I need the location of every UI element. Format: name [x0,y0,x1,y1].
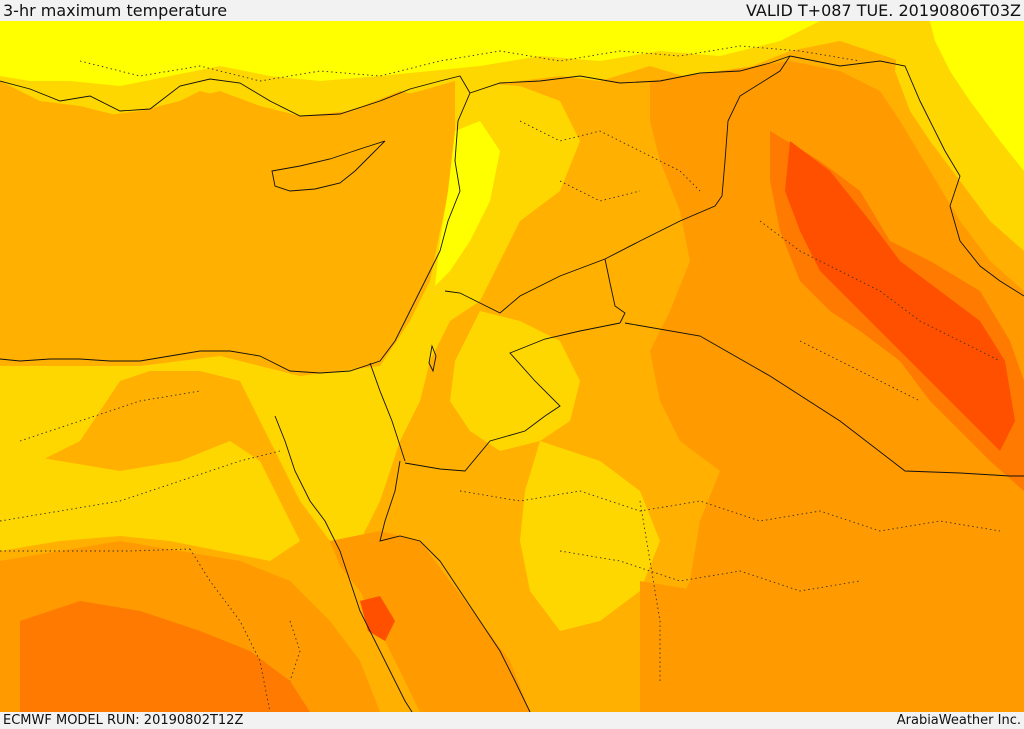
border-turkey-syria [469,55,791,94]
border-egypt-israel [369,362,406,462]
mediterranean-sea [0,81,470,376]
admin-boundary-saudi [459,490,1001,681]
border-iraq-saudi [624,322,1024,477]
top-bar: 3-hr maximum temperature VALID T+087 TUE… [0,0,1024,21]
model-run: ECMWF MODEL RUN: 20190802T12Z [3,713,244,728]
border-syria-iraq [604,55,791,260]
orange-zone-iraq [640,61,1024,712]
admin-boundary-syria [519,120,701,202]
border-jordan-iraq [604,258,626,324]
red-orange-zone-iraq [785,141,1015,451]
bottom-bar: ECMWF MODEL RUN: 20190802T12Z ArabiaWeat… [0,712,1024,729]
yellow-zone-arabia [520,441,660,631]
coastline-persian-gulf [959,240,1024,297]
coastline-levant-egypt [0,92,471,374]
coastline-turkey [0,75,471,117]
border-iraq-iran [789,55,961,242]
bright-yellow-zone-northeast [930,21,1024,171]
map-title: 3-hr maximum temperature [3,1,228,20]
yellow-zone-jordan [450,311,580,451]
temperature-map [0,21,1024,712]
red-sea-hot-spot [360,596,395,641]
valid-time: VALID T+087 TUE. 20190806T03Z [745,1,1021,20]
light-yellow-zone-levant [435,121,500,286]
orange-zone-south-arabia [640,581,1024,712]
yellow-zone-egypt [0,441,300,561]
coastline-red-sea-east [379,460,531,712]
admin-boundary-egypt [0,390,301,712]
bright-yellow-zone-north [0,21,820,86]
yellow-zone-levant [0,81,580,541]
red-sea-zone [330,531,530,712]
provider-credit: ArabiaWeather Inc. [896,713,1021,728]
dark-orange-zone-egypt [20,601,310,712]
border-syria-jordan [444,258,606,314]
dead-sea [428,344,437,373]
coastline-red-sea-west [274,415,413,712]
border-jordan-saudi [404,322,621,472]
cyprus-island [271,140,386,192]
admin-boundary-iraq [759,220,1001,402]
